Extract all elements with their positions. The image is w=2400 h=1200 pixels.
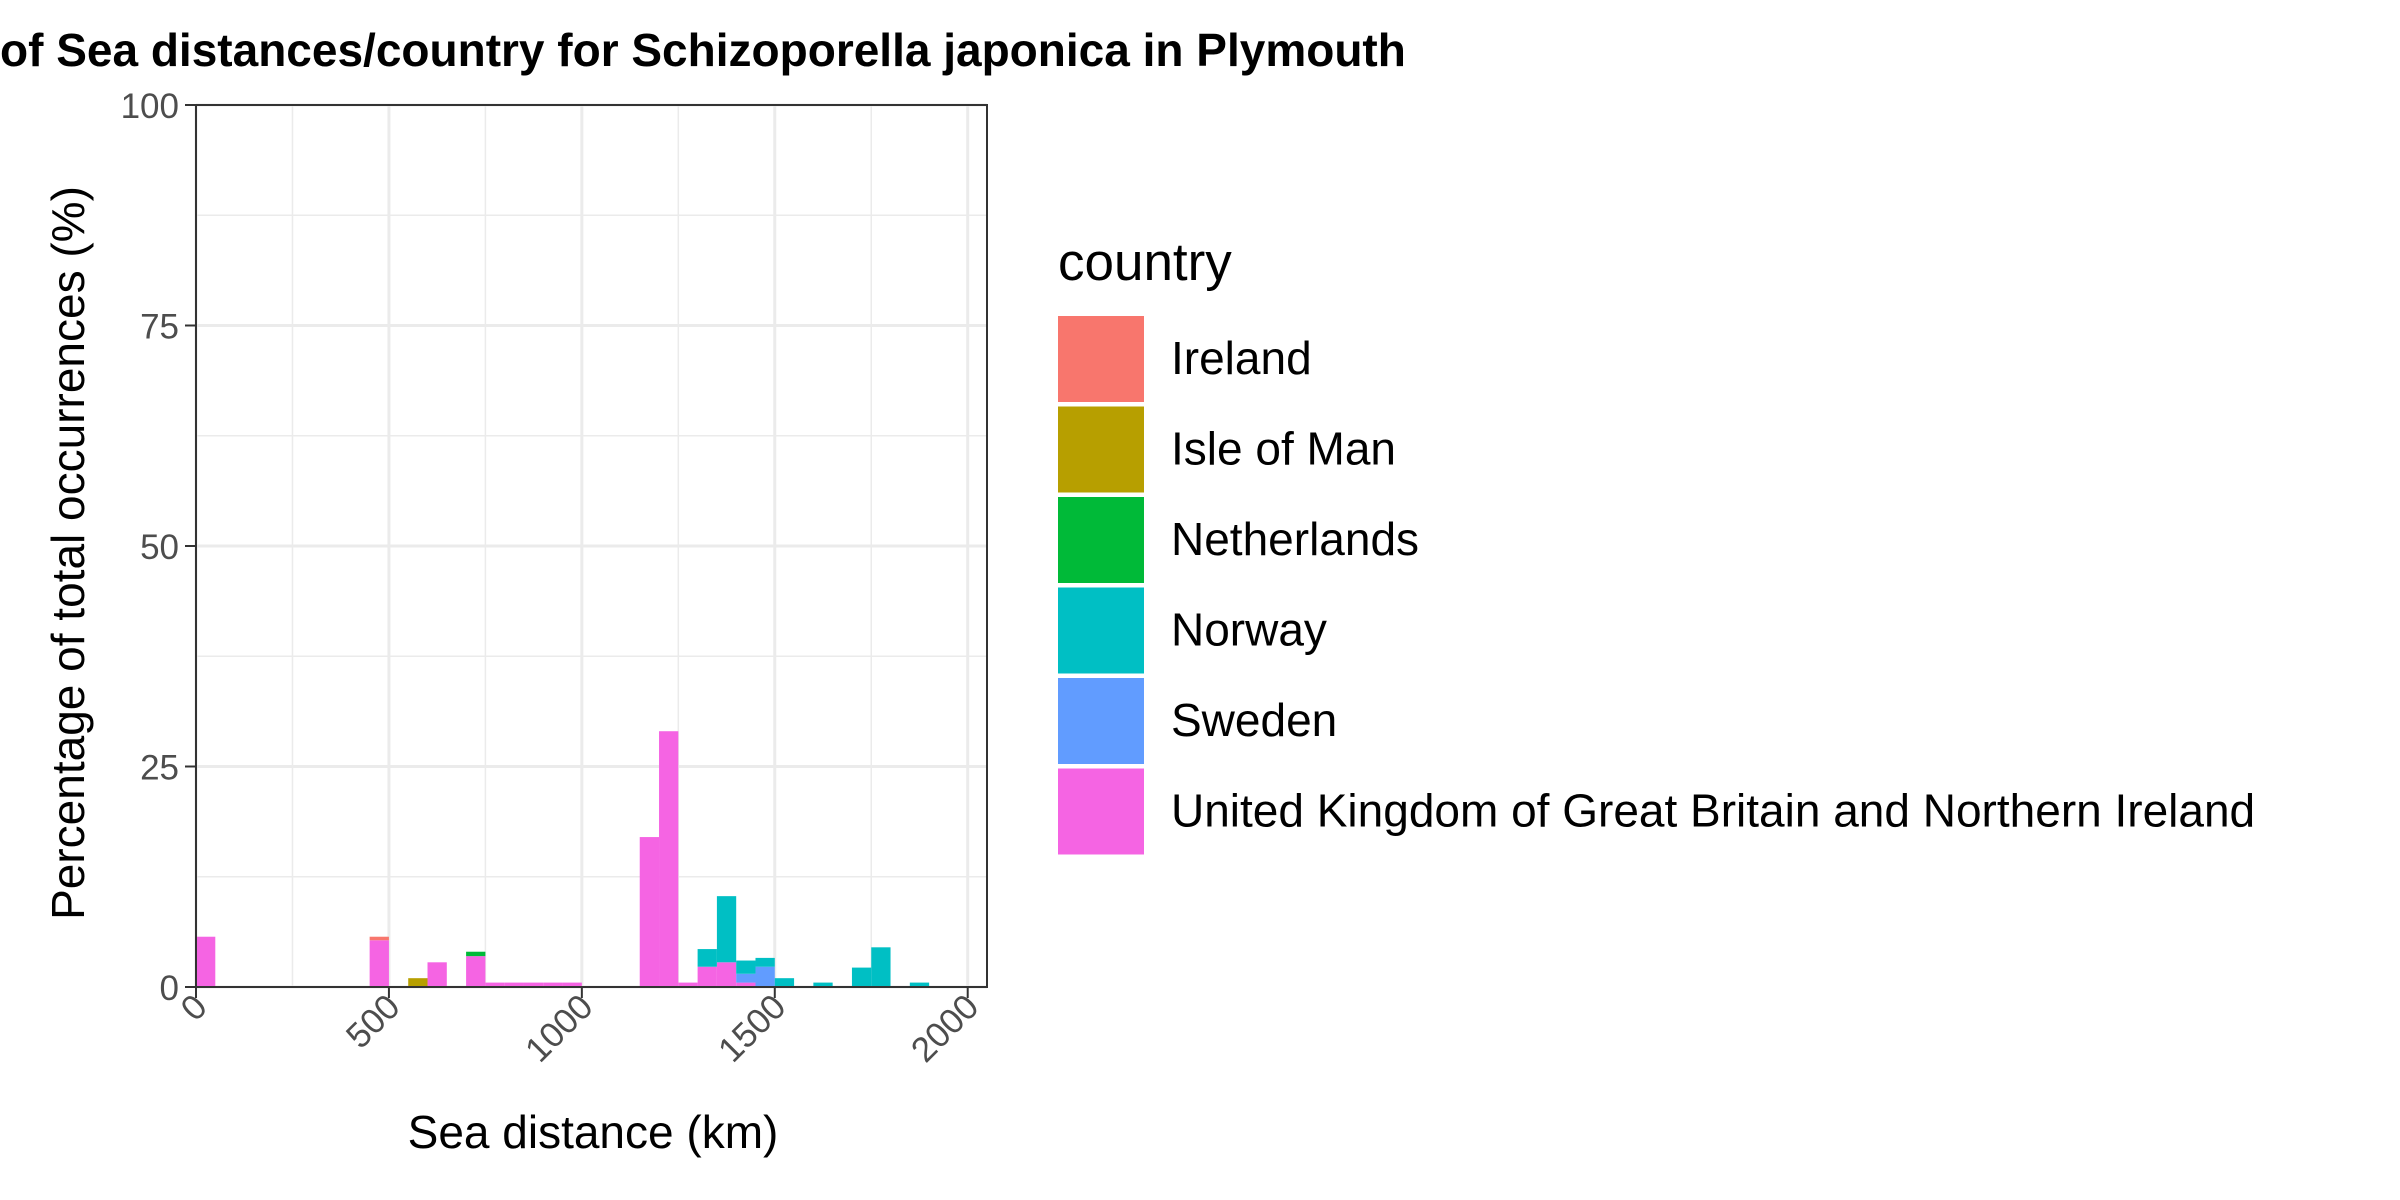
- histogram-bar: [369, 940, 389, 987]
- histogram-bar: [659, 731, 679, 987]
- grid-layer: [194, 103, 987, 989]
- x-axis-label: Sea distance (km): [408, 1106, 779, 1158]
- legend-label: Isle of Man: [1171, 423, 1396, 475]
- histogram-bar: [774, 978, 795, 987]
- y-tick-label: 0: [160, 969, 179, 1008]
- chart-title: of Sea distances/country for Schizoporel…: [0, 24, 1406, 76]
- histogram-bar: [716, 896, 737, 963]
- x-tick-label: 1500: [711, 987, 794, 1070]
- histogram-bar: [851, 967, 872, 987]
- legend-swatch: [1058, 406, 1144, 493]
- histogram-bar: [523, 982, 544, 987]
- legend-label: Norway: [1171, 604, 1327, 656]
- y-axis-label: Percentage of total occurrences (%): [42, 186, 94, 920]
- legend-swatch: [1058, 678, 1144, 764]
- legend-swatch: [1058, 587, 1144, 674]
- legend-label: Sweden: [1171, 694, 1337, 746]
- histogram-bar: [871, 947, 891, 987]
- histogram-bar: [466, 951, 486, 957]
- legend-label: Netherlands: [1171, 513, 1419, 565]
- histogram-bar: [697, 949, 717, 967]
- histogram-bar: [813, 982, 833, 987]
- histogram-bar: [736, 982, 756, 987]
- histogram-bar: [485, 982, 505, 987]
- histogram-bar: [466, 956, 486, 987]
- y-tick-label: 75: [140, 308, 179, 347]
- histogram-bar: [755, 957, 775, 967]
- legend-swatch: [1058, 768, 1144, 855]
- y-tick-label: 25: [140, 749, 179, 788]
- bars-layer: [196, 731, 930, 987]
- histogram-bar: [736, 973, 756, 983]
- histogram-bar: [543, 982, 563, 987]
- histogram-bar: [678, 982, 698, 987]
- x-tick-label: 500: [339, 987, 408, 1056]
- histogram-bar: [562, 982, 582, 987]
- y-tick-label: 100: [121, 87, 179, 126]
- histogram-bar: [716, 962, 737, 987]
- legend-label: United Kingdom of Great Britain and Nort…: [1171, 785, 2255, 837]
- histogram-bar: [369, 936, 389, 941]
- legend: country Ireland Isle of Man Netherlands Norw…: [1058, 233, 2255, 855]
- histogram-bar: [697, 966, 717, 987]
- histogram-bar: [408, 978, 428, 987]
- legend-title: country: [1058, 233, 1232, 292]
- legend-swatch: [1058, 316, 1144, 402]
- x-tick-label: 0: [173, 987, 214, 1028]
- histogram-bar: [427, 962, 447, 987]
- histogram-bar: [504, 982, 524, 987]
- x-tick-label: 1000: [518, 987, 601, 1070]
- histogram-bar: [196, 936, 216, 987]
- y-tick-label: 50: [140, 528, 179, 567]
- histogram-bar: [909, 982, 930, 987]
- histogram-bar: [736, 960, 756, 974]
- legend-label: Ireland: [1171, 332, 1312, 384]
- histogram-bar: [755, 966, 775, 987]
- histogram-bar: [639, 837, 660, 987]
- x-tick-label: 2000: [904, 987, 987, 1070]
- legend-swatch: [1058, 497, 1144, 583]
